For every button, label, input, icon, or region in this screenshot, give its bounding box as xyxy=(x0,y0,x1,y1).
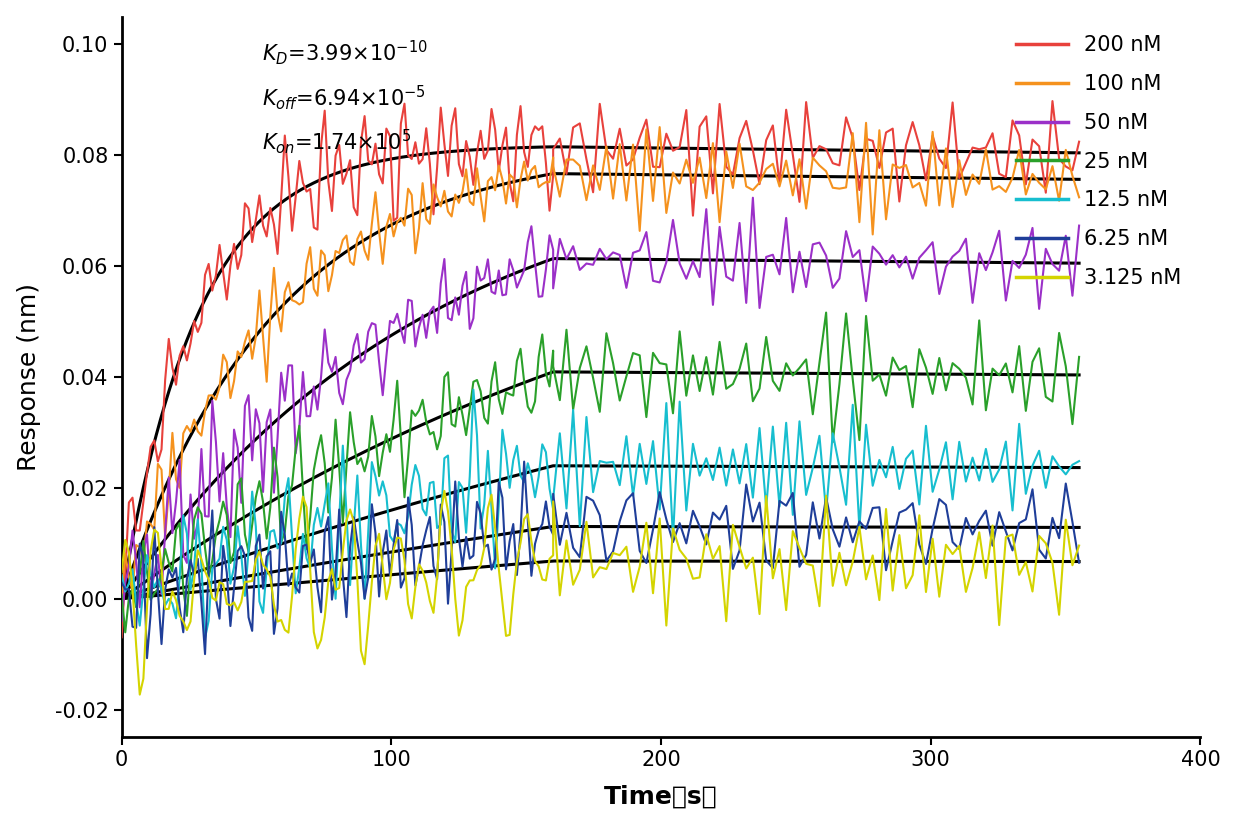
3.125 nM xyxy=(437,486,452,496)
12.5 nM xyxy=(972,475,987,485)
Line: 25 nM: 25 nM xyxy=(121,313,1079,632)
25 nM xyxy=(118,627,132,637)
100 nM xyxy=(965,170,980,180)
X-axis label: Time（s）: Time（s） xyxy=(604,785,717,808)
25 nM xyxy=(252,476,267,486)
100 nM xyxy=(1071,192,1086,202)
50 nM xyxy=(143,591,158,601)
Legend: 200 nM, 100 nM, 50 nM, 25 nM, 12.5 nM, 6.25 nM, 3.125 nM: 200 nM, 100 nM, 50 nM, 25 nM, 12.5 nM, 6… xyxy=(1007,27,1190,296)
12.5 nM xyxy=(1071,456,1086,466)
100 nM xyxy=(307,284,322,294)
25 nM xyxy=(147,588,162,598)
3.125 nM xyxy=(147,525,162,535)
200 nM xyxy=(1006,116,1021,125)
50 nM xyxy=(1071,220,1086,230)
6.25 nM xyxy=(114,578,129,587)
6.25 nM xyxy=(161,564,176,574)
3.125 nM xyxy=(132,690,147,700)
200 nM xyxy=(1045,97,1060,106)
200 nM xyxy=(1071,137,1086,147)
50 nM xyxy=(746,193,761,203)
12.5 nM xyxy=(158,601,173,610)
3.125 nM xyxy=(114,567,129,577)
12.5 nM xyxy=(310,503,325,513)
50 nM xyxy=(1012,263,1027,273)
12.5 nM xyxy=(1018,489,1033,499)
6.25 nM xyxy=(1071,558,1086,568)
3.125 nM xyxy=(310,644,325,653)
3.125 nM xyxy=(972,527,987,537)
Line: 50 nM: 50 nM xyxy=(121,198,1079,620)
3.125 nM xyxy=(252,546,267,556)
200 nM xyxy=(249,215,263,225)
25 nM xyxy=(310,446,325,455)
3.125 nM xyxy=(161,604,176,614)
50 nM xyxy=(114,615,129,625)
Line: 6.25 nM: 6.25 nM xyxy=(121,462,1079,658)
200 nM xyxy=(158,375,173,385)
12.5 nM xyxy=(252,596,267,606)
25 nM xyxy=(161,558,176,568)
Line: 12.5 nM: 12.5 nM xyxy=(121,389,1079,638)
50 nM xyxy=(249,404,263,414)
100 nM xyxy=(114,594,129,604)
25 nM xyxy=(114,590,129,600)
12.5 nM xyxy=(198,633,213,643)
100 nM xyxy=(249,332,263,342)
50 nM xyxy=(965,298,980,308)
12.5 nM xyxy=(143,568,158,577)
12.5 nM xyxy=(466,384,481,394)
100 nM xyxy=(1012,145,1027,155)
Text: $K_D$=3.99×10$^{-10}$
$K_{off}$=6.94×10$^{-5}$
$K_{on}$=1.74×10$^{5}$: $K_D$=3.99×10$^{-10}$ $K_{off}$=6.94×10$… xyxy=(262,38,428,156)
6.25 nM xyxy=(140,653,155,663)
100 nM xyxy=(158,532,173,542)
50 nM xyxy=(307,381,322,391)
Line: 100 nM: 100 nM xyxy=(121,123,1079,599)
Y-axis label: Response (nm): Response (nm) xyxy=(16,283,41,471)
25 nM xyxy=(972,315,987,325)
3.125 nM xyxy=(1018,557,1033,567)
6.25 nM xyxy=(252,530,267,540)
200 nM xyxy=(307,223,322,233)
200 nM xyxy=(959,158,974,167)
6.25 nM xyxy=(972,516,987,526)
200 nM xyxy=(143,442,158,452)
6.25 nM xyxy=(517,457,532,467)
6.25 nM xyxy=(1018,515,1033,525)
3.125 nM xyxy=(1071,540,1086,550)
100 nM xyxy=(143,519,158,529)
200 nM xyxy=(114,633,129,643)
25 nM xyxy=(1071,352,1086,362)
6.25 nM xyxy=(147,522,162,532)
25 nM xyxy=(819,308,834,318)
12.5 nM xyxy=(114,570,129,580)
25 nM xyxy=(1018,406,1033,416)
Line: 3.125 nM: 3.125 nM xyxy=(121,491,1079,695)
100 nM xyxy=(858,118,873,128)
50 nM xyxy=(158,527,173,537)
6.25 nM xyxy=(310,582,325,592)
Line: 200 nM: 200 nM xyxy=(121,101,1079,638)
